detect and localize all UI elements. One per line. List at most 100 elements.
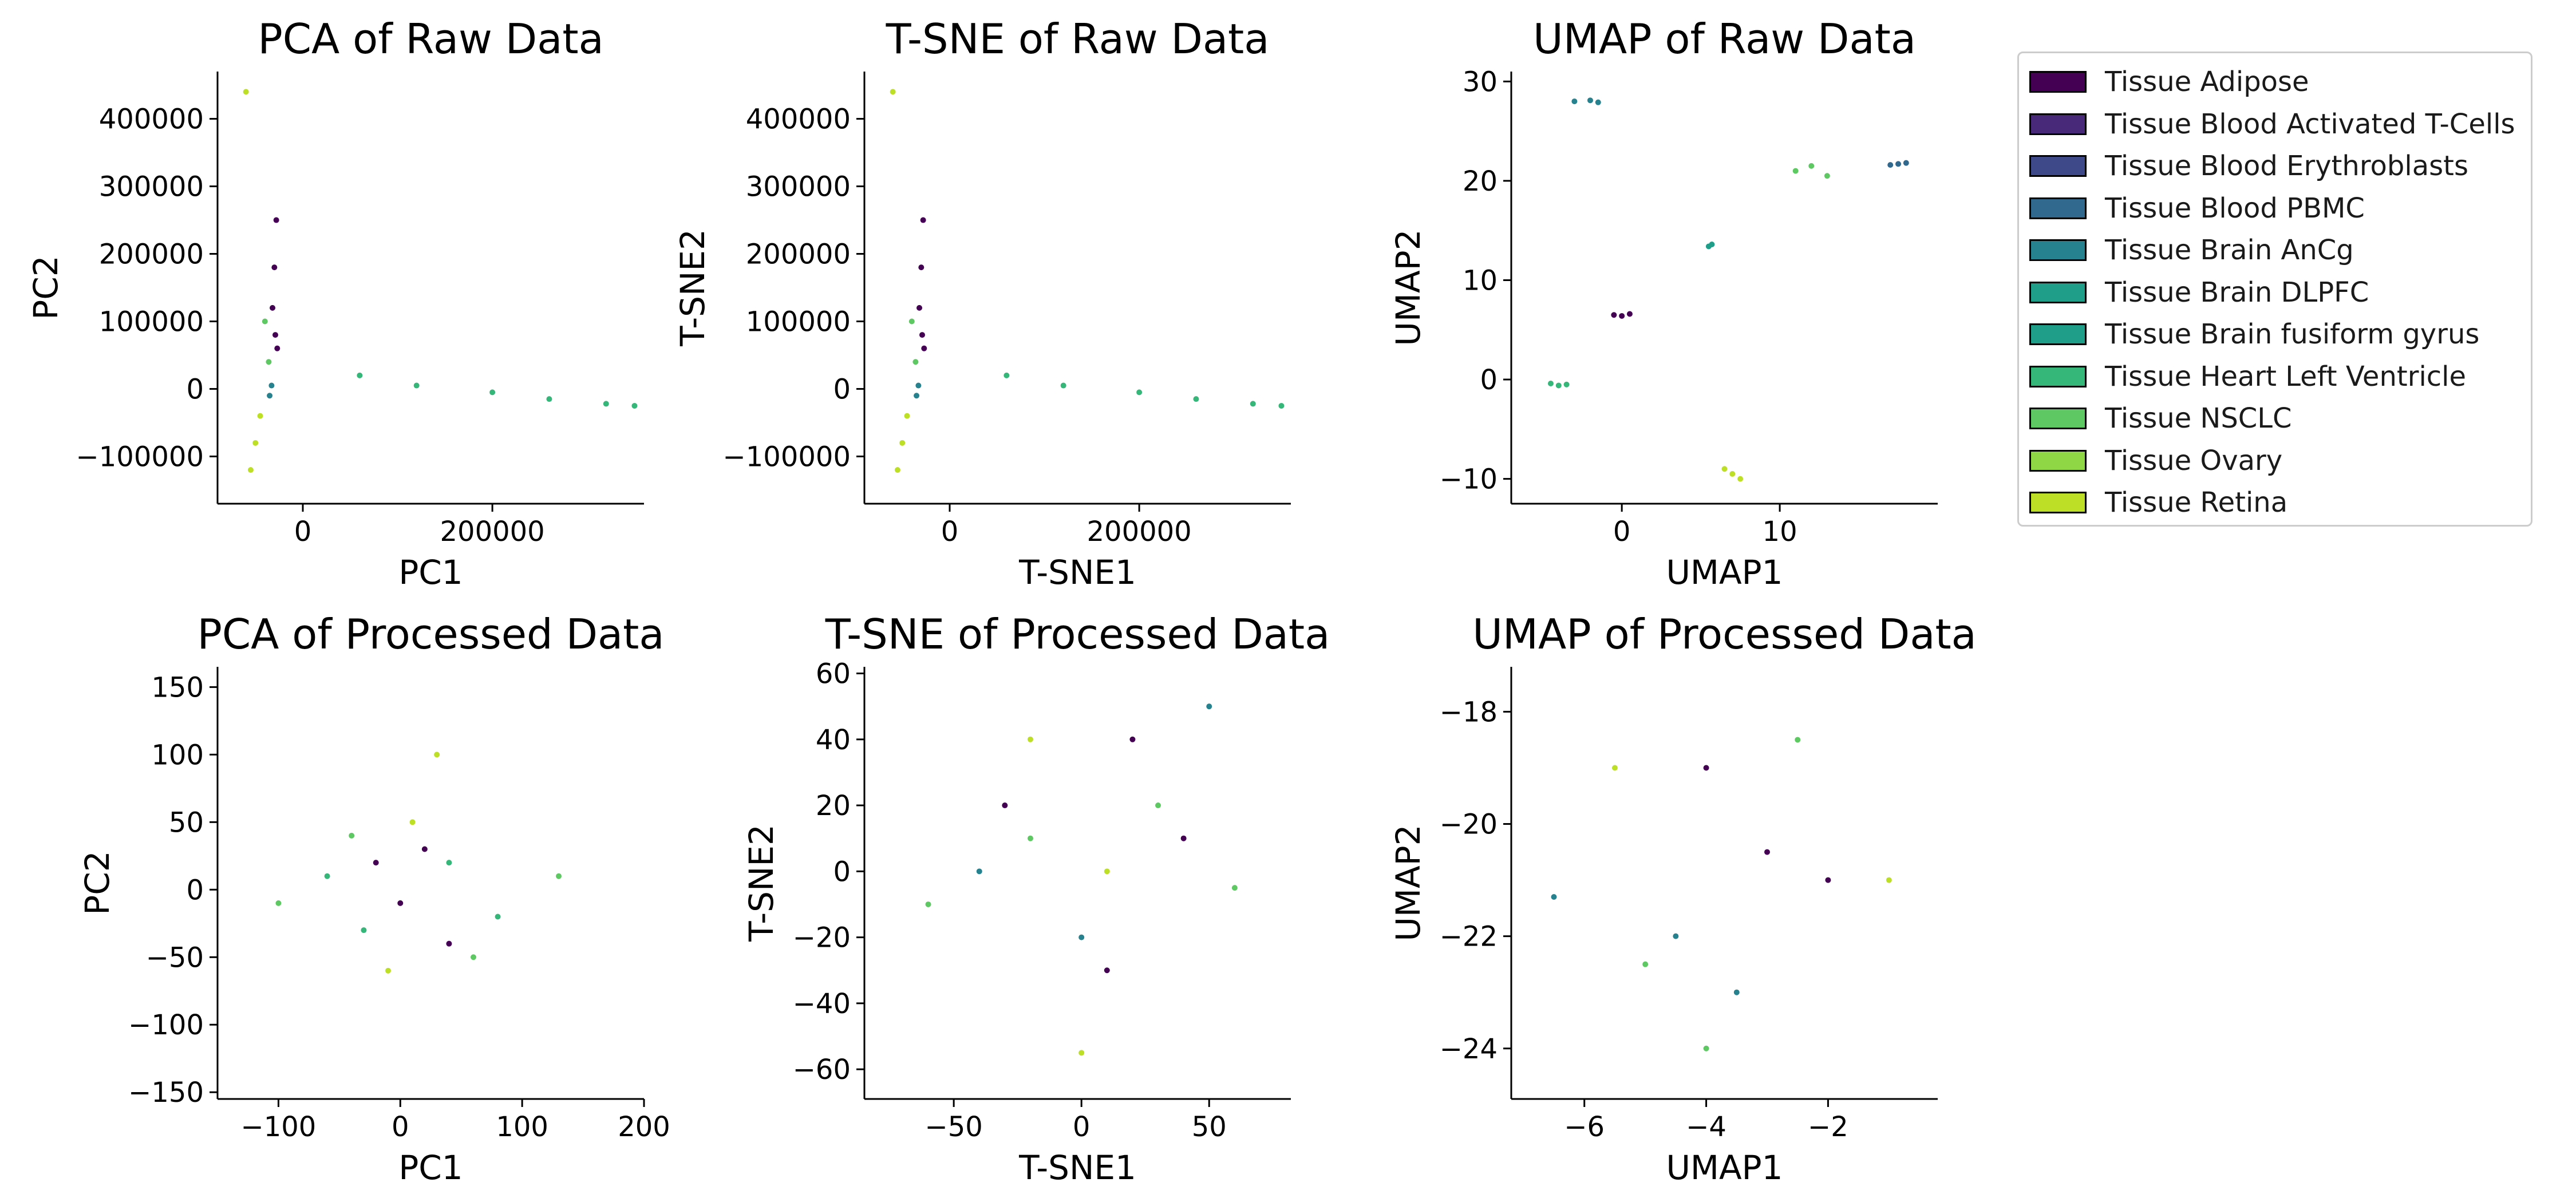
- scatter-point: [1642, 961, 1649, 967]
- x-axis-label: T-SNE1: [1018, 1148, 1136, 1187]
- legend-item: Tissue Brain fusiform gyrus: [2029, 317, 2479, 351]
- scatter-point: [546, 396, 552, 402]
- scatter-point: [324, 873, 330, 879]
- scatter-point: [1587, 97, 1593, 104]
- scatter-point: [495, 914, 501, 920]
- scatter-point: [1003, 372, 1010, 378]
- y-tick-label: −150: [128, 1077, 204, 1109]
- y-tick-label: −18: [1440, 696, 1498, 728]
- x-tick-label: 200000: [440, 516, 544, 548]
- scatter-point: [603, 401, 609, 407]
- legend-item: Tissue Ovary: [2029, 444, 2282, 478]
- scatter-point: [1703, 765, 1709, 771]
- y-tick-label: 10: [1463, 264, 1498, 296]
- legend-swatch: [2029, 113, 2087, 135]
- scatter-point: [1193, 396, 1199, 402]
- y-tick-label: 0: [186, 874, 204, 906]
- scatter-point: [1104, 967, 1110, 974]
- x-axis-label: PC1: [398, 1148, 463, 1187]
- x-tick-label: −100: [241, 1111, 317, 1143]
- scatter-point: [1895, 161, 1902, 167]
- scatter-point: [1611, 312, 1617, 318]
- scatter-point: [1795, 737, 1801, 743]
- scatter-point: [1709, 242, 1715, 247]
- y-tick-label: −100: [128, 1009, 204, 1041]
- legend-swatch: [2029, 492, 2087, 513]
- legend-label: Tissue Blood Activated T-Cells: [2105, 108, 2515, 140]
- legend-label: Tissue NSCLC: [2105, 402, 2292, 434]
- y-axis-label: UMAP2: [1389, 229, 1428, 346]
- chart-title: PCA of Processed Data: [197, 610, 664, 658]
- legend-item: Tissue Blood PBMC: [2029, 191, 2365, 226]
- y-tick-label: 40: [816, 724, 851, 756]
- subplot-5: T-SNE of Processed Data −50 0 50 −60 −40 −20 0 2…: [742, 610, 1330, 1187]
- legend-item: Tissue Heart Left Ventricle: [2029, 359, 2466, 394]
- x-tick-label: 0: [392, 1111, 409, 1143]
- scatter-point: [904, 413, 910, 419]
- subplot-1: PCA of Raw Data 0 200000 −100000 0 100000 2000…: [26, 15, 644, 592]
- scatter-point: [1619, 313, 1625, 319]
- scatter-point: [1571, 98, 1578, 105]
- scatter-point: [1792, 168, 1799, 174]
- scatter-point: [1887, 162, 1894, 168]
- chart-title: PCA of Raw Data: [258, 15, 603, 63]
- scatter-point: [274, 345, 280, 351]
- legend-label: Tissue Adipose: [2105, 66, 2309, 98]
- y-tick-label: 400000: [746, 104, 851, 136]
- y-tick-label: 100000: [746, 306, 851, 338]
- subplot-4: PCA of Processed Data −100 0 100 200 −150 −100…: [78, 610, 670, 1187]
- scatter-point: [890, 89, 896, 95]
- scatter-point: [270, 305, 276, 311]
- y-tick-label: 0: [186, 373, 204, 405]
- legend-label: Tissue Ovary: [2105, 444, 2283, 477]
- legend-item: Tissue Blood Activated T-Cells: [2029, 107, 2515, 141]
- scatter-point: [267, 393, 273, 399]
- scatter-point: [1703, 1045, 1709, 1051]
- y-axis-label: PC2: [78, 851, 117, 915]
- scatter-point: [1737, 476, 1744, 482]
- legend-label: Tissue Brain fusiform gyrus: [2105, 318, 2480, 350]
- scatter-point: [421, 846, 428, 852]
- legend-label: Tissue Blood Erythroblasts: [2105, 150, 2468, 182]
- legend-label: Tissue Brain AnCg: [2105, 234, 2354, 266]
- y-tick-label: −20: [793, 922, 851, 954]
- scatter-point: [1729, 470, 1736, 477]
- x-tick-label: 200000: [1086, 516, 1191, 548]
- x-tick-label: 100: [496, 1111, 548, 1143]
- y-axis-label: UMAP2: [1389, 824, 1428, 941]
- scatter-point: [1104, 868, 1110, 875]
- scatter-point: [1078, 934, 1085, 940]
- x-tick-label: −6: [1564, 1111, 1605, 1143]
- scatter-point: [1027, 736, 1033, 742]
- y-tick-label: 20: [1463, 165, 1498, 197]
- x-tick-label: 0: [1073, 1111, 1091, 1143]
- scatter-point: [1180, 835, 1187, 841]
- scatter-point: [899, 440, 906, 446]
- scatter-point: [471, 954, 476, 960]
- y-axis-label: PC2: [26, 255, 65, 319]
- x-axis-label: T-SNE1: [1018, 553, 1136, 592]
- legend-item: Tissue Brain AnCg: [2029, 233, 2354, 267]
- legend-item: Tissue NSCLC: [2029, 401, 2292, 436]
- scatter-point: [349, 832, 355, 839]
- x-tick-label: −4: [1686, 1111, 1726, 1143]
- x-tick-label: 50: [1192, 1111, 1227, 1143]
- scatter-point: [272, 332, 278, 338]
- scatter-point: [1129, 736, 1136, 742]
- y-tick-label: 300000: [746, 171, 851, 203]
- scatter-point: [1673, 933, 1679, 939]
- scatter-point: [1250, 401, 1256, 407]
- y-tick-label: −100000: [723, 441, 851, 473]
- scatter-point: [914, 393, 920, 399]
- scatter-point: [1060, 382, 1066, 389]
- y-tick-label: −22: [1440, 921, 1498, 953]
- scatter-point: [1611, 765, 1618, 771]
- scatter-point: [1824, 173, 1830, 179]
- scatter-point: [916, 305, 923, 311]
- scatter-point: [1764, 849, 1770, 855]
- scatter-point: [1563, 381, 1570, 388]
- scatter-point: [918, 264, 924, 271]
- x-tick-label: −2: [1808, 1111, 1848, 1143]
- scatter-point: [373, 860, 379, 866]
